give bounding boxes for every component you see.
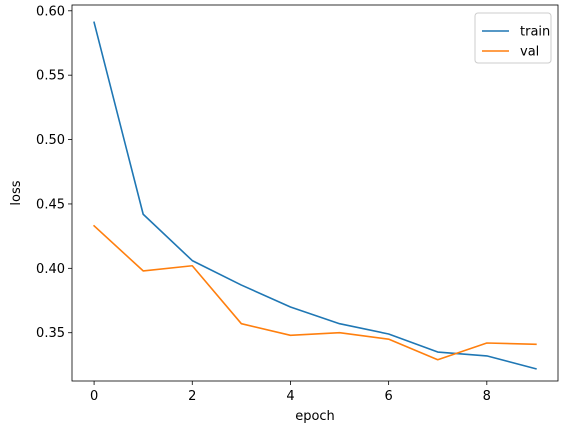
- legend-label-train: train: [520, 25, 550, 40]
- y-tick-label: 0.50: [36, 133, 65, 148]
- x-ticks: 0 2 4 6 8: [90, 381, 491, 404]
- y-axis-label: loss: [9, 180, 24, 205]
- x-tick-label: 4: [286, 389, 294, 404]
- y-tick-label: 0.45: [36, 197, 65, 212]
- y-tick-label: 0.40: [36, 262, 65, 277]
- legend-label-val: val: [520, 45, 539, 60]
- y-tick-label: 0.55: [36, 69, 65, 84]
- x-tick-label: 2: [188, 389, 196, 404]
- series-line-val: [92, 224, 537, 361]
- x-tick-label: 6: [384, 389, 392, 404]
- plot-frame: [71, 4, 559, 382]
- y-tick-label: 0.60: [36, 4, 65, 19]
- series-line-train: [93, 21, 537, 370]
- y-tick-label: 0.35: [36, 326, 65, 341]
- x-axis-label: epoch: [295, 409, 335, 424]
- x-tick-label: 0: [90, 389, 98, 404]
- x-tick-label: 8: [483, 389, 491, 404]
- legend: train val: [474, 12, 552, 64]
- series-layer: [92, 21, 537, 370]
- y-ticks: 0.35 0.40 0.45 0.50 0.55 0.60: [36, 4, 72, 341]
